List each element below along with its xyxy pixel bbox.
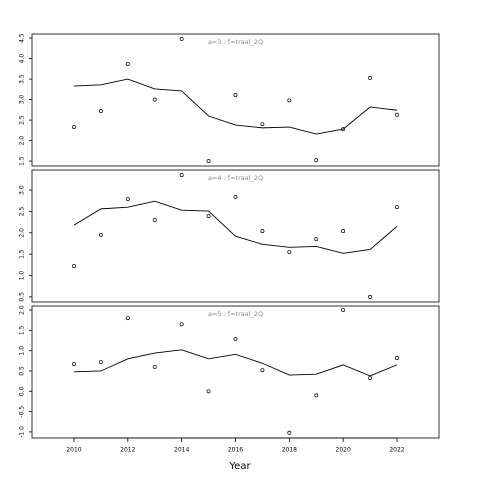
data-point <box>72 125 76 130</box>
data-point <box>314 158 319 163</box>
y-tick-label: 3.5 <box>19 74 26 84</box>
panel-frame <box>31 33 440 167</box>
data-point <box>395 356 399 360</box>
y-tick-label: 2.0 <box>19 136 26 146</box>
y-tick-label: 1.5 <box>19 249 26 259</box>
y-tick-label: 0.5 <box>19 366 26 376</box>
panel-title: a=5 : f=traal_2Q <box>208 310 263 318</box>
x-tick-label: 2012 <box>120 447 135 454</box>
data-point <box>368 294 373 299</box>
y-tick-label: 0.0 <box>19 386 26 396</box>
data-point <box>368 75 373 80</box>
data-point <box>72 264 76 269</box>
y-tick-label: 1.0 <box>19 271 26 281</box>
data-point <box>125 316 130 321</box>
y-tick-label: -0.5 <box>19 406 26 418</box>
data-point <box>233 93 238 98</box>
data-point <box>152 364 157 369</box>
x-tick-label: 2020 <box>336 447 351 454</box>
y-tick-label: 0.5 <box>19 292 26 302</box>
trend-line <box>73 200 398 254</box>
data-point <box>395 112 399 117</box>
y-tick-label: 2.0 <box>19 228 26 238</box>
y-tick-label: 4.5 <box>19 33 26 43</box>
data-point <box>179 173 184 178</box>
y-tick-label: 1.5 <box>19 325 26 335</box>
x-tick-label: 2010 <box>66 447 81 454</box>
data-point <box>98 232 103 237</box>
panel-title: a=4 : f=traal_2Q <box>208 174 263 182</box>
data-point <box>314 393 319 398</box>
x-axis-label: Year <box>228 461 251 472</box>
data-point <box>98 360 103 364</box>
x-tick-label: 2014 <box>174 447 189 454</box>
y-tick-label: 4.0 <box>19 54 26 64</box>
data-point <box>287 250 292 254</box>
y-tick-label: 1.5 <box>19 156 26 166</box>
x-tick-label: 2016 <box>228 447 243 454</box>
data-point <box>152 218 157 222</box>
data-point <box>152 97 157 102</box>
data-point <box>395 205 399 210</box>
data-point <box>233 194 238 199</box>
y-tick-label: 2.5 <box>19 206 26 216</box>
data-point <box>260 368 265 373</box>
data-point <box>260 229 265 234</box>
data-point <box>287 98 292 103</box>
data-point <box>287 430 292 435</box>
y-tick-label: -1.0 <box>19 426 26 438</box>
y-tick-label: 1.0 <box>19 346 26 356</box>
trend-line <box>73 349 398 377</box>
y-tick-label: 3.0 <box>19 95 26 105</box>
panel-frame <box>31 169 440 303</box>
x-tick-label: 2022 <box>389 447 404 454</box>
panel-frame <box>31 305 440 439</box>
y-tick-label: 2.0 <box>19 305 26 315</box>
data-point <box>125 197 130 201</box>
data-point <box>179 36 184 41</box>
data-point <box>314 237 319 242</box>
data-point <box>233 336 238 341</box>
data-point <box>260 122 265 127</box>
y-tick-label: 2.5 <box>19 115 26 125</box>
data-point <box>72 362 76 367</box>
data-point <box>206 214 211 219</box>
data-point <box>341 308 346 313</box>
data-point <box>206 389 211 394</box>
data-point <box>341 229 346 234</box>
data-point <box>179 322 184 327</box>
data-point <box>368 375 373 380</box>
panel-title: a=3 : f=traal_2Q <box>208 38 263 46</box>
x-tick-label: 2018 <box>282 447 297 454</box>
data-point <box>125 61 130 66</box>
data-point <box>98 109 103 114</box>
y-tick-label: 3.0 <box>19 185 26 195</box>
trend-line <box>73 78 398 135</box>
data-point <box>206 159 211 164</box>
